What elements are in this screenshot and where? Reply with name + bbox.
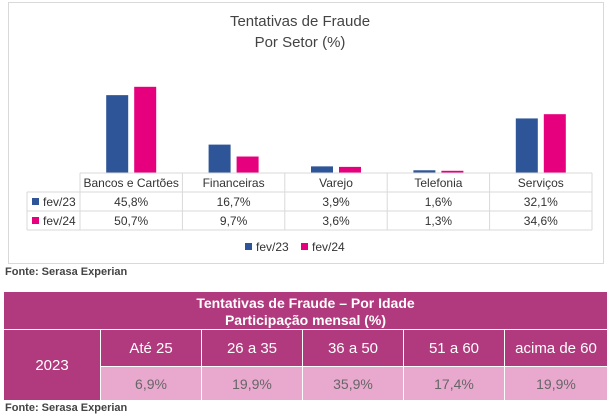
data-value-label: 16,7%: [217, 195, 251, 209]
data-value-label: 32,1%: [524, 195, 558, 209]
bar-fev-23: [515, 118, 538, 173]
data-value-label: 3,6%: [322, 214, 350, 228]
bar-fev-24: [134, 86, 157, 173]
age-value-cell: 19,9%: [505, 366, 607, 400]
table-source-note: Fonte: Serasa Experian: [5, 402, 128, 414]
bar-fev-24: [543, 114, 566, 173]
legend-label: fev/24: [312, 240, 345, 254]
age-value-cell: 17,4%: [404, 366, 505, 400]
data-value-label: 45,8%: [114, 195, 148, 209]
category-label: Telefonia: [414, 176, 462, 190]
chart-title: Tentativas de Fraude: [230, 13, 370, 30]
age-value-cell: 19,9%: [202, 366, 303, 400]
age-table-year: 2023: [4, 330, 101, 400]
category-label: Varejo: [319, 176, 353, 190]
bar-fev-24: [441, 170, 464, 173]
category-label: Financeiras: [203, 176, 265, 190]
age-header-cell: Até 25: [101, 330, 202, 366]
series-row-label: fev/23: [43, 195, 76, 209]
bar-fev-23: [311, 166, 333, 173]
legend-label: fev/23: [256, 240, 289, 254]
legend-key-fev-24: [32, 217, 39, 224]
data-value-label: 1,6%: [425, 195, 453, 209]
age-table-title: Tentativas de Fraude – Por Idade: [196, 295, 415, 311]
age-header-cell: 51 a 60: [404, 330, 505, 366]
sector-bar-chart: Tentativas de Fraude Por Setor (%) Bancos …: [26, 13, 593, 254]
data-value-label: 34,6%: [524, 214, 558, 228]
bar-fev-23: [413, 170, 436, 173]
chart-subtitle: Por Setor (%): [255, 34, 346, 51]
bar-fev-23: [106, 95, 129, 173]
legend-swatch-fev-24: [301, 243, 308, 250]
data-value-label: 9,7%: [220, 214, 248, 228]
bar-fev-23: [208, 144, 231, 173]
chart-frame: Tentativas de Fraude Por Setor (%) Bancos …: [8, 2, 604, 264]
age-value-cell: 6,9%: [101, 366, 202, 400]
age-table: Tentativas de Fraude – Por Idade Partici…: [4, 292, 607, 400]
age-value-cell: 35,9%: [303, 366, 404, 400]
data-value-label: 50,7%: [114, 214, 148, 228]
age-header-cell: 26 a 35: [202, 330, 303, 366]
age-table-subtitle: Participação mensal (%): [224, 312, 387, 328]
bar-fev-24: [236, 156, 259, 173]
chart-source-note: Fonte: Serasa Experian: [5, 266, 128, 278]
data-value-label: 3,9%: [322, 195, 350, 209]
data-value-label: 1,3%: [425, 214, 453, 228]
age-header-cell: acima de 60: [505, 330, 607, 366]
category-label: Serviços: [518, 176, 564, 190]
age-table-header: Tentativas de Fraude – Por Idade Partici…: [4, 292, 607, 330]
legend-key-fev-23: [32, 198, 39, 205]
series-row-label: fev/24: [43, 214, 76, 228]
age-header-cell: 36 a 50: [303, 330, 404, 366]
category-label: Bancos e Cartões: [84, 176, 179, 190]
bar-fev-24: [339, 166, 361, 173]
legend-swatch-fev-23: [245, 243, 252, 250]
